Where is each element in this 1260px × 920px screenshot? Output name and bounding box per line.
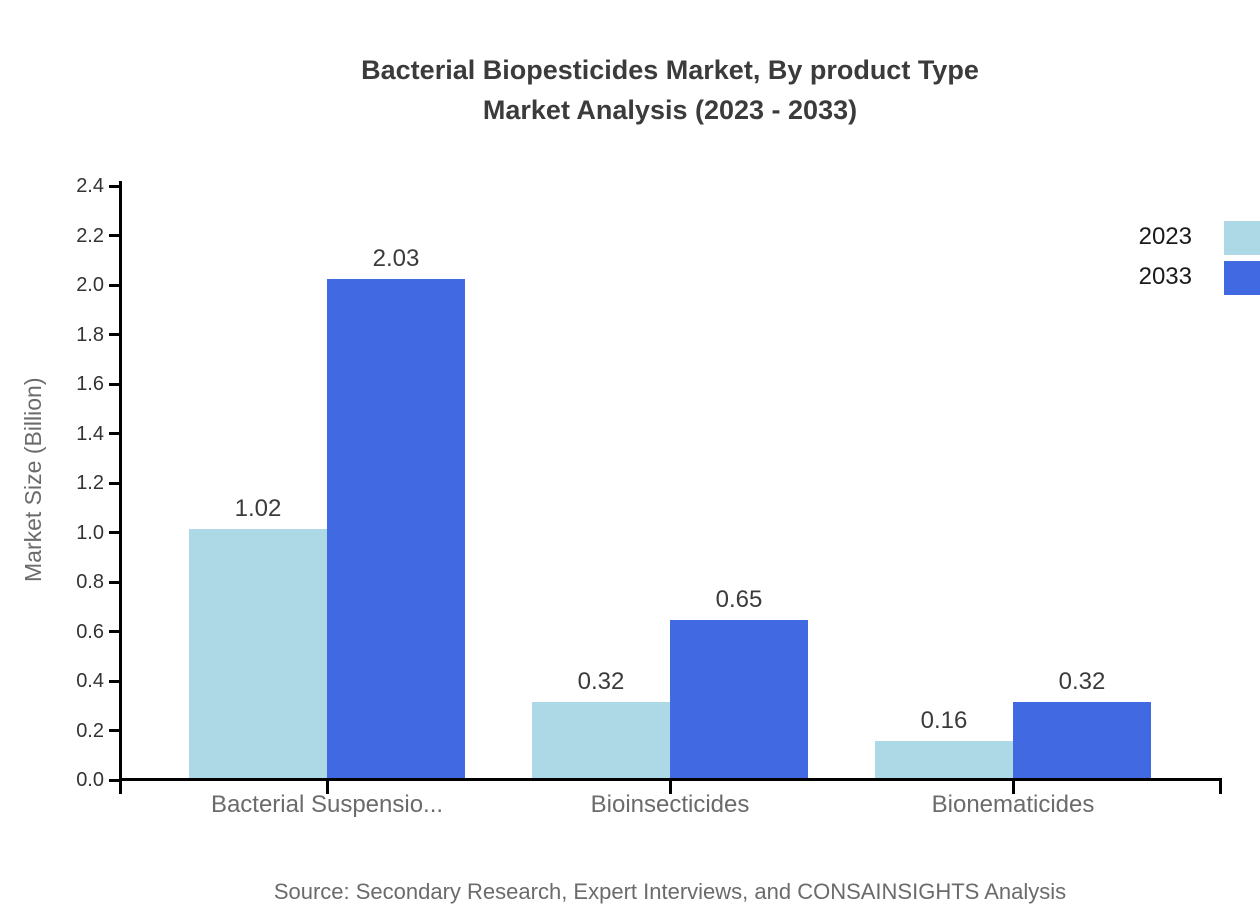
y-axis-tick bbox=[109, 283, 121, 287]
y-axis-tick bbox=[109, 630, 121, 633]
legend-label-2033: 2033 bbox=[1138, 263, 1192, 290]
legend-item-2033: 2033 bbox=[1080, 260, 1260, 300]
y-axis-tick-label: 1.4 bbox=[76, 422, 104, 445]
y-axis-tick-label: 1.2 bbox=[76, 472, 104, 494]
y-axis-tick bbox=[109, 729, 121, 732]
y-axis-tick-label: 1.8 bbox=[76, 323, 104, 346]
bar-2023-bionematicides bbox=[875, 741, 1013, 781]
y-axis-tick-label: 0.0 bbox=[76, 769, 104, 791]
y-axis-tick-label: 0.2 bbox=[76, 719, 104, 742]
y-axis-tick bbox=[109, 531, 121, 534]
bar-2023-bacterial-suspensio bbox=[189, 528, 327, 781]
x-axis-end-tick bbox=[1219, 778, 1222, 794]
y-axis-tick-label: 1.6 bbox=[76, 373, 104, 395]
source-note: Source: Secondary Research, Expert Inter… bbox=[273, 879, 1067, 904]
x-axis-tick bbox=[325, 781, 329, 794]
chart-title-line1: Bacterial Biopesticides Market, By produ… bbox=[361, 55, 979, 85]
bar-2023-bioinsecticides bbox=[532, 701, 670, 781]
value-label: 0.16 bbox=[920, 707, 968, 735]
value-label: 0.32 bbox=[1058, 667, 1106, 695]
x-axis-tick bbox=[668, 781, 672, 794]
y-axis-line bbox=[119, 181, 122, 794]
x-axis-category-label: Bacterial Suspensio... bbox=[210, 791, 444, 818]
y-axis-tick bbox=[109, 382, 121, 386]
y-axis-tick-label: 0.4 bbox=[76, 670, 104, 692]
legend-label-2023: 2023 bbox=[1138, 223, 1192, 250]
y-axis-tick-label: 2.0 bbox=[76, 274, 104, 296]
legend-swatch-2023 bbox=[1224, 221, 1260, 255]
x-axis-tick bbox=[1011, 781, 1015, 794]
value-label: 1.02 bbox=[234, 494, 282, 522]
y-axis-tick bbox=[109, 184, 121, 188]
x-axis-category-label: Bioinsecticides bbox=[590, 791, 750, 818]
chart-title: Bacterial Biopesticides Market, By produ… bbox=[80, 50, 1260, 130]
y-axis-tick bbox=[109, 679, 121, 683]
y-axis-tick bbox=[109, 234, 121, 237]
y-axis-tick-label: 1.0 bbox=[76, 521, 104, 544]
y-axis-tick bbox=[109, 481, 121, 485]
y-axis-tick bbox=[109, 432, 121, 435]
y-axis-tick-label: 0.8 bbox=[76, 571, 104, 593]
chart-title-line2: Market Analysis (2023 - 2033) bbox=[482, 95, 858, 125]
bar-2033-bacterial-suspensio bbox=[327, 278, 465, 781]
value-label: 2.03 bbox=[372, 244, 420, 272]
x-axis-category-label: Bionematicides bbox=[931, 791, 1095, 818]
y-axis-tick-label: 2.2 bbox=[76, 224, 104, 247]
bar-2033-bioinsecticides bbox=[670, 620, 808, 781]
y-axis-tick bbox=[109, 333, 121, 336]
legend-item-2023: 2023 bbox=[1080, 220, 1260, 260]
x-axis-line bbox=[119, 778, 1222, 781]
y-axis-tick-label: 2.4 bbox=[76, 175, 104, 197]
y-axis-tick bbox=[109, 778, 121, 782]
value-label: 0.65 bbox=[715, 586, 763, 614]
legend-swatch-2033 bbox=[1224, 261, 1260, 295]
value-label: 0.32 bbox=[577, 667, 625, 695]
bar-2033-bionematicides bbox=[1013, 701, 1151, 781]
legend: 2023 2033 bbox=[1080, 220, 1260, 300]
y-axis-tick bbox=[109, 580, 121, 584]
y-axis-tick-label: 0.6 bbox=[76, 620, 104, 643]
